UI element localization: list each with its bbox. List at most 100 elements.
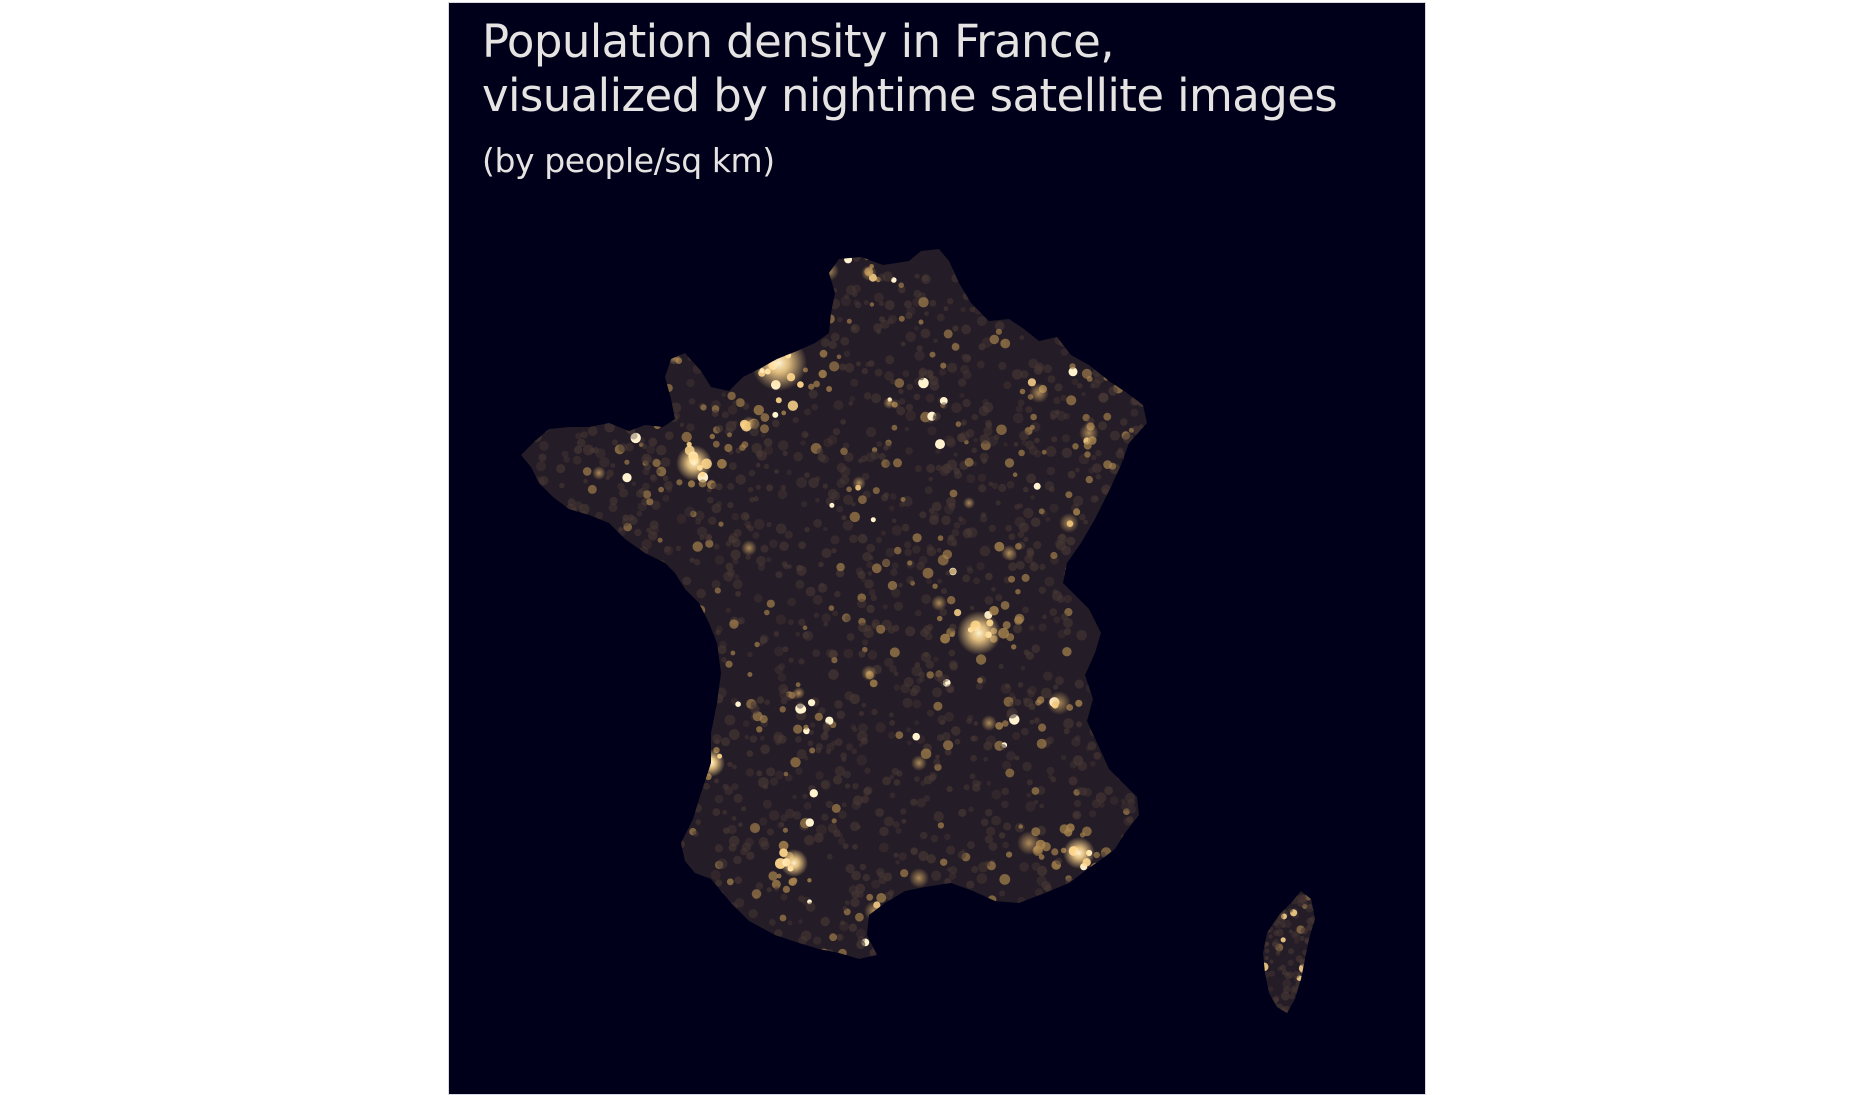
density-point — [1053, 684, 1059, 690]
density-point — [948, 534, 955, 541]
density-point — [842, 442, 850, 450]
density-point — [762, 799, 772, 809]
density-point — [1023, 486, 1029, 493]
density-point — [1047, 375, 1056, 384]
density-point — [1028, 358, 1039, 369]
density-point — [1025, 801, 1036, 812]
density-point — [1063, 728, 1070, 735]
density-point — [901, 818, 907, 824]
density-point — [692, 830, 699, 837]
density-point — [808, 699, 816, 707]
density-point — [1026, 473, 1037, 484]
density-point — [1000, 338, 1011, 349]
density-point — [730, 549, 741, 560]
density-point — [970, 755, 977, 762]
density-point — [1103, 412, 1112, 421]
density-point — [889, 774, 894, 780]
density-point — [684, 506, 695, 518]
density-point — [857, 593, 866, 602]
density-point — [904, 548, 912, 557]
density-point — [1021, 573, 1030, 582]
density-point — [913, 289, 922, 298]
density-point — [855, 883, 866, 894]
density-point — [866, 561, 874, 569]
density-point — [1018, 522, 1029, 533]
density-point — [662, 475, 669, 482]
density-point — [1046, 766, 1055, 775]
density-point — [756, 555, 766, 566]
density-point — [1033, 450, 1042, 458]
density-point — [587, 484, 597, 494]
density-point — [888, 712, 894, 718]
density-point — [1061, 447, 1073, 458]
density-point — [918, 671, 925, 678]
density-point — [862, 552, 872, 562]
density-point — [740, 512, 750, 521]
density-point — [656, 466, 667, 477]
density-point — [923, 775, 933, 785]
density-point — [826, 742, 835, 752]
density-point — [820, 916, 830, 927]
density-point — [1095, 450, 1102, 457]
density-point — [820, 454, 829, 464]
density-point — [753, 404, 764, 416]
density-point — [933, 671, 944, 682]
density-point — [857, 570, 866, 579]
density-point — [795, 767, 803, 775]
density-point — [840, 475, 850, 485]
density-point — [841, 613, 851, 623]
density-point — [703, 783, 710, 790]
density-point — [998, 627, 1009, 639]
density-point — [712, 734, 722, 744]
density-point — [913, 393, 921, 401]
density-point — [857, 936, 865, 944]
density-point — [891, 525, 902, 536]
density-point — [940, 633, 951, 644]
density-point — [808, 383, 815, 390]
density-point — [1046, 466, 1056, 476]
density-point — [1055, 857, 1063, 865]
density-point — [1054, 539, 1063, 548]
density-point — [969, 605, 975, 611]
density-point — [871, 622, 878, 630]
density-point — [933, 656, 939, 663]
density-point — [851, 502, 856, 507]
density-point — [840, 920, 846, 926]
density-point — [715, 879, 723, 887]
density-point — [839, 363, 847, 371]
density-point — [844, 783, 851, 789]
density-point — [755, 450, 763, 458]
density-point — [809, 789, 818, 798]
density-point — [869, 302, 875, 307]
density-point — [664, 546, 671, 553]
density-point — [1065, 875, 1072, 882]
density-point — [742, 720, 750, 727]
density-point — [918, 850, 929, 862]
city-glow — [981, 715, 997, 731]
density-point — [978, 405, 989, 417]
density-point — [929, 299, 937, 307]
density-point — [832, 610, 839, 617]
density-point — [1291, 930, 1300, 940]
density-point — [906, 576, 915, 585]
density-point — [777, 489, 788, 500]
density-point — [782, 827, 788, 833]
density-point — [970, 735, 976, 742]
density-point — [760, 841, 770, 851]
density-point — [793, 724, 803, 734]
density-point — [1287, 959, 1294, 966]
density-point — [1041, 449, 1047, 455]
density-point — [1093, 495, 1099, 502]
density-point — [636, 489, 645, 498]
density-point — [878, 875, 887, 885]
density-point — [712, 808, 721, 816]
density-point — [572, 455, 582, 465]
density-point — [1013, 624, 1023, 634]
density-point — [1074, 735, 1081, 742]
density-point — [764, 609, 770, 616]
density-point — [759, 636, 768, 644]
density-point — [949, 568, 957, 575]
density-point — [1023, 507, 1034, 519]
density-point — [962, 370, 972, 380]
density-point — [892, 821, 900, 829]
